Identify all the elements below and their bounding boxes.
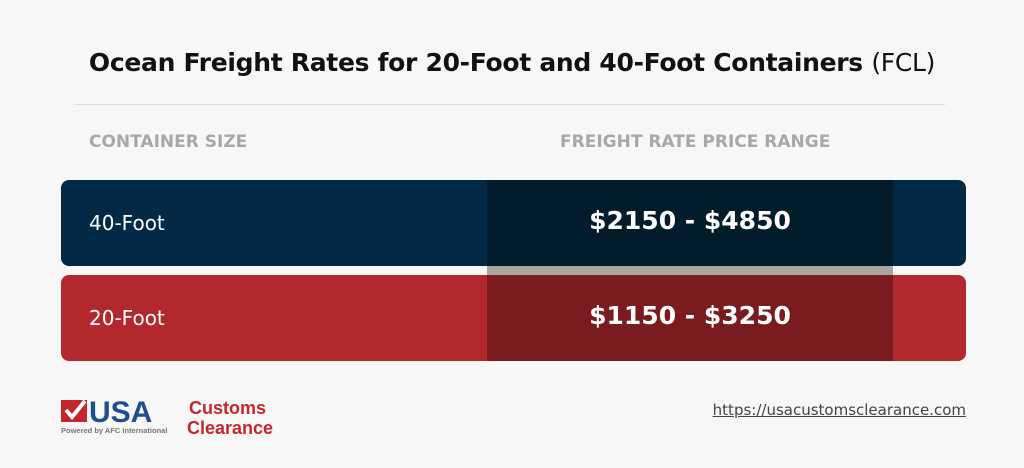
range-separator <box>487 266 893 275</box>
title-main: Ocean Freight Rates for 20-Foot and 40-F… <box>88 48 863 77</box>
usa-customs-clearance-logo: USA Powered by AFC International Customs… <box>61 396 286 443</box>
row-label: 40-Foot <box>89 211 165 235</box>
website-link[interactable]: https://usacustomsclearance.com <box>712 401 966 419</box>
svg-text:USA: USA <box>89 397 152 429</box>
svg-text:Powered by AFC International: Powered by AFC International <box>61 426 167 435</box>
range-value-40ft: $2150 - $4850 <box>589 206 791 235</box>
range-cell-20ft <box>487 275 893 361</box>
divider <box>75 104 945 105</box>
range-value-20ft: $1150 - $3250 <box>589 301 791 330</box>
title-suffix: (FCL) <box>871 48 936 77</box>
column-header-size: CONTAINER SIZE <box>89 132 248 152</box>
page-title: Ocean Freight Rates for 20-Foot and 40-F… <box>0 48 1024 77</box>
svg-text:Customs: Customs <box>189 398 266 418</box>
svg-text:Clearance: Clearance <box>187 418 273 438</box>
column-header-range: FREIGHT RATE PRICE RANGE <box>560 132 831 152</box>
range-cell-40ft <box>487 180 893 266</box>
row-label: 20-Foot <box>89 306 165 330</box>
